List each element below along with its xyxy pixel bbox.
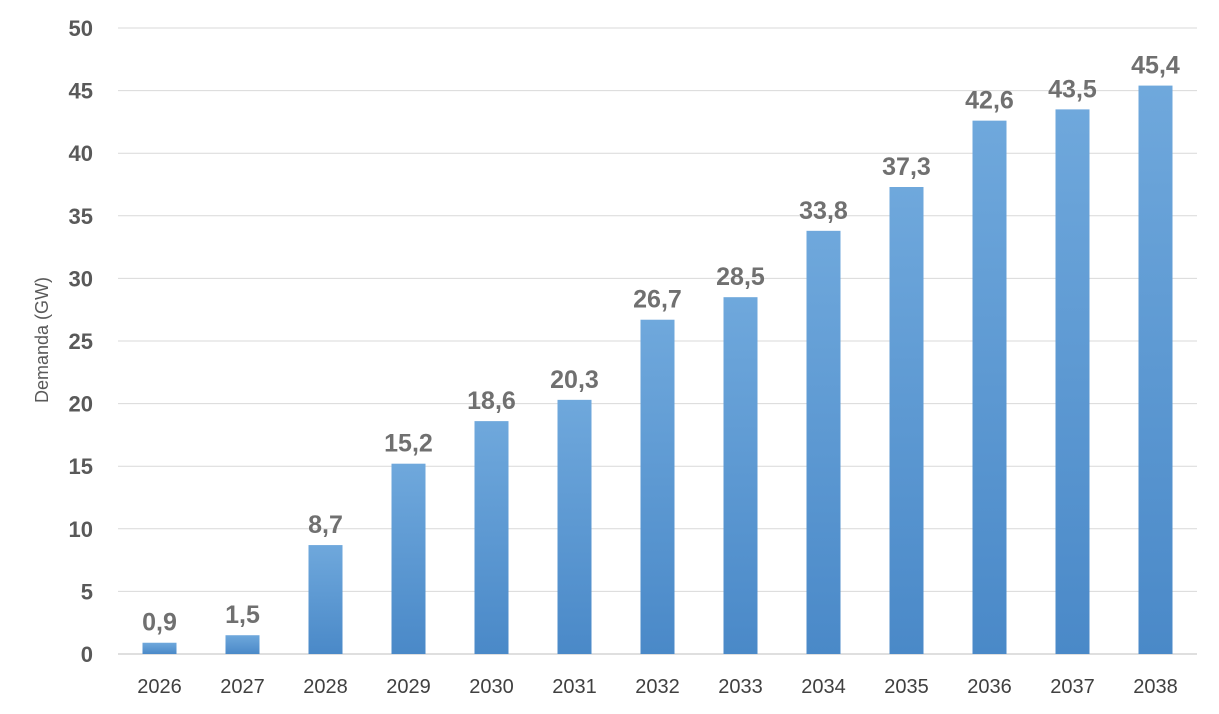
y-tick-label: 5 bbox=[81, 579, 93, 604]
y-axis-ticks: 0 5 10 15 20 25 30 35 40 45 50 bbox=[69, 16, 93, 667]
data-label-2034: 33,8 bbox=[799, 197, 848, 225]
y-tick-label: 35 bbox=[69, 204, 93, 229]
bar-2031 bbox=[557, 399, 592, 654]
data-labels: 0,9 1,5 8,7 15,2 18,6 20,3 26,7 28,5 33,8 37,3 42,… bbox=[142, 52, 1180, 637]
data-label-2030: 18,6 bbox=[467, 387, 516, 415]
x-tick-label: 2026 bbox=[137, 676, 182, 698]
x-tick-label: 2033 bbox=[718, 676, 763, 698]
bar-2036 bbox=[972, 120, 1007, 654]
y-tick-label: 30 bbox=[69, 266, 93, 291]
x-tick-label: 2032 bbox=[635, 676, 680, 698]
data-label-2038: 45,4 bbox=[1131, 52, 1180, 80]
data-label-2032: 26,7 bbox=[633, 286, 682, 314]
x-tick-label: 2034 bbox=[801, 676, 846, 698]
x-tick-label: 2031 bbox=[552, 676, 597, 698]
x-tick-label: 2038 bbox=[1133, 676, 1178, 698]
bar-2028 bbox=[308, 545, 343, 654]
data-label-2037: 43,5 bbox=[1048, 75, 1097, 103]
y-tick-label: 50 bbox=[69, 16, 93, 41]
bar-2032 bbox=[640, 319, 675, 654]
bars bbox=[142, 85, 1173, 655]
y-tick-label: 10 bbox=[69, 517, 93, 542]
bar-2037 bbox=[1055, 109, 1090, 654]
data-label-2027: 1,5 bbox=[225, 601, 260, 629]
x-axis-ticks: 2026 2027 2028 2029 2030 2031 2032 2033 2034 2035… bbox=[137, 676, 1178, 698]
bar-2038 bbox=[1138, 85, 1173, 655]
data-label-2035: 37,3 bbox=[882, 153, 931, 181]
y-tick-label: 25 bbox=[69, 329, 93, 354]
x-tick-label: 2027 bbox=[220, 676, 265, 698]
y-tick-label: 20 bbox=[69, 392, 93, 417]
data-label-2036: 42,6 bbox=[965, 87, 1014, 115]
bar-2033 bbox=[723, 297, 758, 654]
y-tick-label: 0 bbox=[81, 642, 93, 667]
bar-2029 bbox=[391, 463, 426, 654]
bar-2034 bbox=[806, 230, 841, 654]
y-tick-label: 45 bbox=[69, 79, 93, 104]
bar-2035 bbox=[889, 187, 924, 654]
x-tick-label: 2028 bbox=[303, 676, 348, 698]
x-tick-label: 2029 bbox=[386, 676, 431, 698]
bar-2030 bbox=[474, 421, 509, 654]
x-tick-label: 2030 bbox=[469, 676, 514, 698]
y-tick-label: 40 bbox=[69, 141, 93, 166]
data-label-2026: 0,9 bbox=[142, 609, 177, 637]
data-label-2028: 8,7 bbox=[308, 511, 343, 539]
data-label-2033: 28,5 bbox=[716, 263, 765, 291]
x-tick-label: 2035 bbox=[884, 676, 929, 698]
bar-2026 bbox=[142, 642, 177, 654]
data-label-2029: 15,2 bbox=[384, 430, 433, 458]
data-label-2031: 20,3 bbox=[550, 366, 599, 394]
x-tick-label: 2036 bbox=[967, 676, 1012, 698]
bar-2027 bbox=[225, 635, 260, 654]
y-axis-label: Demanda (GW) bbox=[32, 277, 52, 403]
y-tick-label: 15 bbox=[69, 454, 93, 479]
x-tick-label: 2037 bbox=[1050, 676, 1095, 698]
